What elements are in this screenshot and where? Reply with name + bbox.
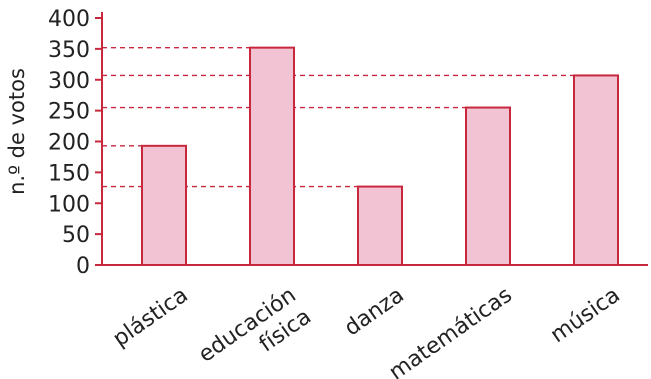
x-tick-label: música: [546, 283, 625, 349]
y-tick-label: 300: [48, 69, 90, 94]
y-tick-label: 250: [48, 100, 90, 125]
y-tick-label: 50: [62, 223, 90, 248]
bar: [141, 144, 187, 266]
y-axis-title: n.º de votos: [5, 68, 29, 195]
x-tick-label-line: plástica: [109, 283, 193, 352]
x-tick-label: danza: [340, 283, 409, 342]
bars: [141, 46, 619, 266]
x-tick-label: educaciónfísica: [194, 283, 316, 379]
y-tick-label: 350: [48, 38, 90, 63]
y-tick-label: 0: [76, 254, 90, 279]
x-tick-label-line: danza: [340, 283, 409, 342]
bar: [249, 46, 295, 266]
axes: [101, 12, 648, 266]
x-tick-label: plástica: [109, 283, 193, 352]
y-tick-label: 150: [48, 161, 90, 186]
y-tick-label: 400: [48, 7, 90, 32]
bar: [465, 106, 511, 266]
bar: [573, 74, 619, 266]
bar: [357, 185, 403, 266]
y-ticks: 0 50 100 150 200 250 300 350 400: [48, 7, 102, 279]
x-tick-label-line: música: [546, 283, 625, 349]
y-tick-label: 100: [48, 192, 90, 217]
y-tick-label: 200: [48, 131, 90, 156]
